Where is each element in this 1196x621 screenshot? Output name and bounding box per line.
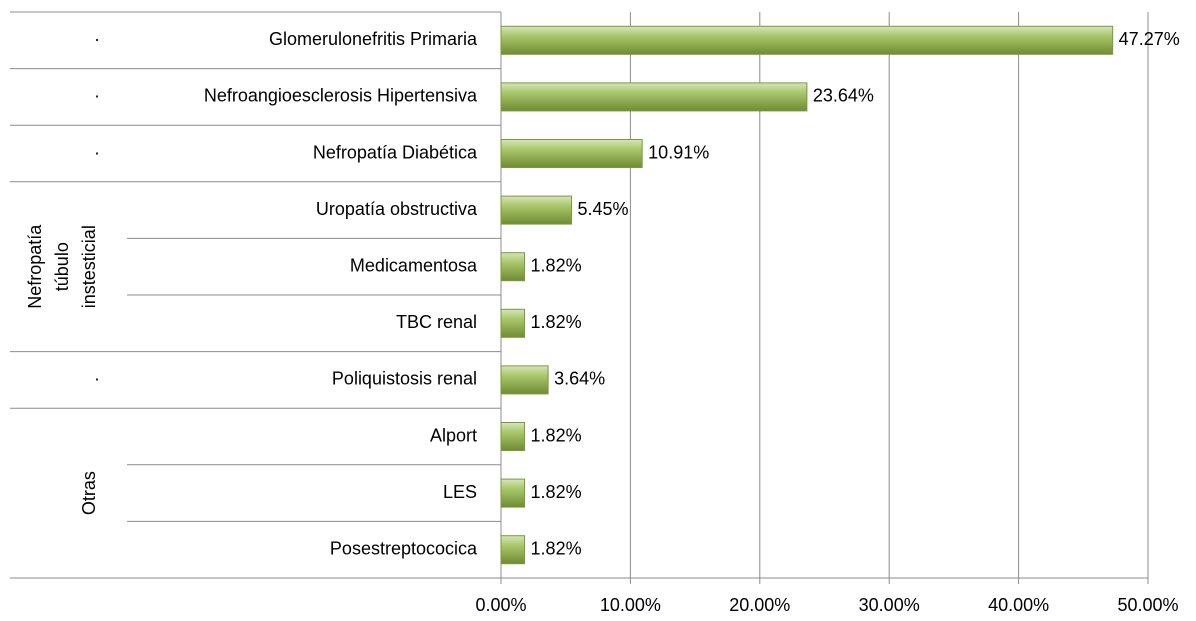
bar xyxy=(500,308,526,338)
x-tick-label: 20.00% xyxy=(729,595,790,615)
group-label: Otras xyxy=(79,471,99,515)
category-label: Glomerulonefritis Primaria xyxy=(269,29,478,49)
value-label: 3.64% xyxy=(554,369,605,389)
category-label: Poliquistosis renal xyxy=(332,369,477,389)
x-tick-label: 10.00% xyxy=(600,595,661,615)
group-label: · xyxy=(94,29,100,49)
bar xyxy=(500,365,549,395)
value-label: 10.91% xyxy=(648,142,709,162)
group-label: · xyxy=(94,369,100,389)
value-label: 47.27% xyxy=(1119,29,1180,49)
group-label: · xyxy=(94,86,100,106)
x-tick-label: 40.00% xyxy=(988,595,1049,615)
x-tick-label: 30.00% xyxy=(859,595,920,615)
group-label: Nefropatía túbulo instesticial xyxy=(25,224,99,309)
category-label: Medicamentosa xyxy=(350,255,478,275)
x-tick-label: 0.00% xyxy=(475,595,526,615)
category-label: Alport xyxy=(430,425,477,445)
value-label: 1.82% xyxy=(531,312,582,332)
value-label: 5.45% xyxy=(578,199,629,219)
bar xyxy=(500,252,526,282)
value-label: 1.82% xyxy=(531,425,582,445)
bar xyxy=(500,82,808,112)
category-label: LES xyxy=(443,482,477,502)
x-tick-label: 50.00% xyxy=(1117,595,1178,615)
category-label: Nefropatía Diabética xyxy=(313,142,478,162)
bar xyxy=(500,422,526,451)
bar xyxy=(500,25,1114,55)
value-label: 1.82% xyxy=(531,482,582,502)
value-label: 1.82% xyxy=(531,255,582,275)
category-label: Nefroangioesclerosis Hipertensiva xyxy=(204,86,478,106)
category-label: Posestreptococica xyxy=(330,538,478,558)
group-label: · xyxy=(94,142,100,162)
value-label: 23.64% xyxy=(813,86,874,106)
bar xyxy=(500,139,643,168)
category-label: TBC renal xyxy=(396,312,477,332)
value-label: 1.82% xyxy=(531,538,582,558)
category-label: Uropatía obstructiva xyxy=(316,199,478,219)
bar xyxy=(500,195,573,225)
bar xyxy=(500,478,526,508)
bar xyxy=(500,535,526,565)
